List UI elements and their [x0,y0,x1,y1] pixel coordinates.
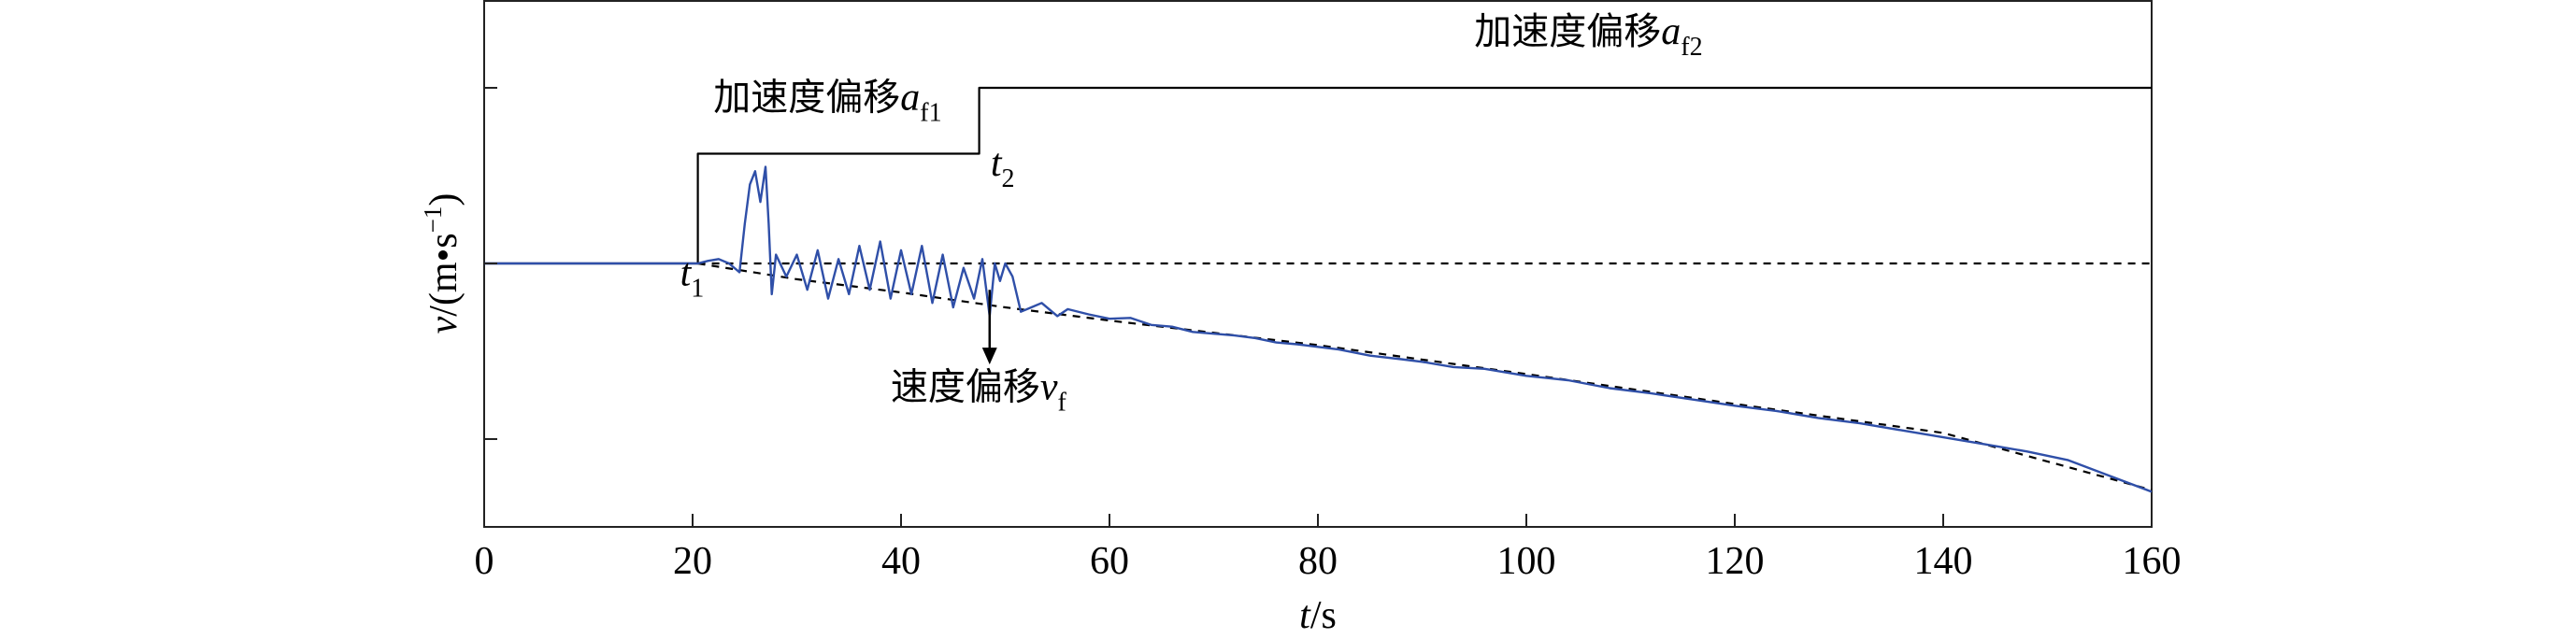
series-line [484,165,2153,493]
x-tick-label: 20 [673,540,712,583]
y-axis-label-close: ) [422,193,465,206]
annotation-label: t1 [680,252,705,304]
annotation-label: 加速度偏移af1 [713,77,941,128]
annotation-var: v [1040,366,1058,409]
x-tick-label: 160 [2123,540,2182,583]
annotation-text: 加速度偏移 [713,77,900,120]
annotation-sub: 2 [1002,164,1015,193]
x-tick-label: 140 [1914,540,1973,583]
x-tick-label: 100 [1497,540,1556,583]
y-axis-label-exp: −1 [419,206,447,234]
velocity-offset-arrowhead [981,348,997,365]
annotation-var: a [900,77,920,120]
x-tick-label: 80 [1298,540,1338,583]
x-tick-label: 40 [881,540,921,583]
series-layer [484,86,2153,493]
x-tick-label: 0 [475,540,494,583]
x-tick-label: 60 [1090,540,1129,583]
annotation-label: 速度偏移vf [891,366,1067,418]
annotation-text: 加速度偏移 [1474,10,1661,53]
annotation-sub: f1 [920,99,941,128]
annotation-sub: f2 [1681,33,1702,62]
annotation-text: 速度偏移 [891,366,1040,409]
annotation-label: 加速度偏移af2 [1474,10,1702,62]
y-axis-label: v/(m•s−1) [419,193,465,334]
annotation-label: t2 [991,142,1015,193]
annotation-var: t [991,142,1003,185]
y-axis-label-var: v [422,316,465,334]
x-tick-label: 120 [1706,540,1765,583]
axis-layer: 0 20 40 60 80 100 120 140 160 [475,87,2182,583]
annotation-sub: f [1058,389,1067,418]
annotation-sub: 1 [691,275,704,304]
x-axis-label: t/s [1299,594,1337,637]
annotation-var: a [1661,10,1681,53]
annotation-var: t [680,252,693,295]
y-axis-label-unit: /(m•s [422,233,465,316]
x-axis-label-var: t [1299,594,1311,637]
x-axis-label-unit: /s [1310,594,1337,637]
